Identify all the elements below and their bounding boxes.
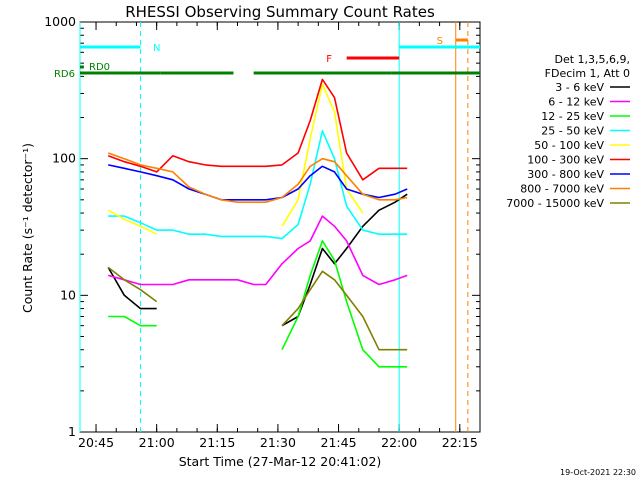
legend-entry-label: 12 - 25 keV: [541, 110, 604, 123]
x-axis-label: Start Time (27-Mar-12 20:41:02): [179, 454, 382, 469]
series-line-2: [108, 315, 157, 327]
flag-label-s: S: [437, 36, 443, 47]
legend-entry-label: 6 - 12 keV: [548, 96, 604, 109]
flag-label-rd6: RD6: [54, 69, 75, 80]
legend-entry-label: 25 - 50 keV: [541, 125, 604, 138]
series-line-4: [107, 209, 158, 235]
y-tick-label: 1: [68, 424, 76, 439]
series-line-7: [107, 152, 408, 203]
series-line-2: [281, 240, 408, 368]
legend-entry-label: 3 - 6 keV: [555, 81, 604, 94]
plot-frame: [79, 21, 481, 433]
legend-entry-label: 50 - 100 keV: [534, 139, 604, 152]
legend-entry-label: 300 - 800 keV: [527, 168, 604, 181]
x-tick-label: 21:45: [321, 435, 357, 450]
footer-date: 19-Oct-2021 22:30: [560, 468, 636, 477]
series-line-3: [108, 130, 408, 240]
legend-header: FDecim 1, Att 0: [545, 67, 630, 80]
series-line-8: [281, 270, 408, 351]
legend-entry-label: 800 - 7000 keV: [520, 183, 604, 196]
legend-entry-label: 7000 - 15000 keV: [506, 197, 604, 210]
chart-title: RHESSI Observing Summary Count Rates: [125, 3, 435, 21]
legend-header: Det 1,3,5,6,9,: [554, 53, 630, 66]
x-tick-label: 20:45: [78, 435, 114, 450]
series-line-8: [107, 266, 158, 303]
flag-label-rd0: RD0: [89, 62, 110, 73]
flag-label-f: F: [326, 54, 332, 65]
x-tick-label: 21:00: [139, 435, 175, 450]
series-line-5: [107, 78, 408, 181]
x-tick-label: 21:30: [260, 435, 296, 450]
flag-label-n: N: [153, 43, 160, 54]
legend-entry-label: 100 - 300 keV: [527, 154, 604, 167]
series-line-6: [108, 164, 408, 201]
y-axis-label: Count Rate (s⁻¹ detector⁻¹): [20, 143, 35, 313]
x-tick-label: 22:15: [442, 435, 478, 450]
y-tick-label: 100: [52, 151, 76, 166]
plot-area: 1 10 100 1000 20:45 21:00 21:15 21:30 21:45 22:00…: [44, 14, 630, 450]
y-tick-label: 10: [60, 287, 76, 302]
x-tick-label: 22:00: [381, 435, 417, 450]
series-line-0: [107, 267, 157, 310]
x-tick-label: 21:15: [199, 435, 235, 450]
series-line-1: [107, 215, 408, 286]
y-tick-label: 1000: [44, 14, 76, 29]
